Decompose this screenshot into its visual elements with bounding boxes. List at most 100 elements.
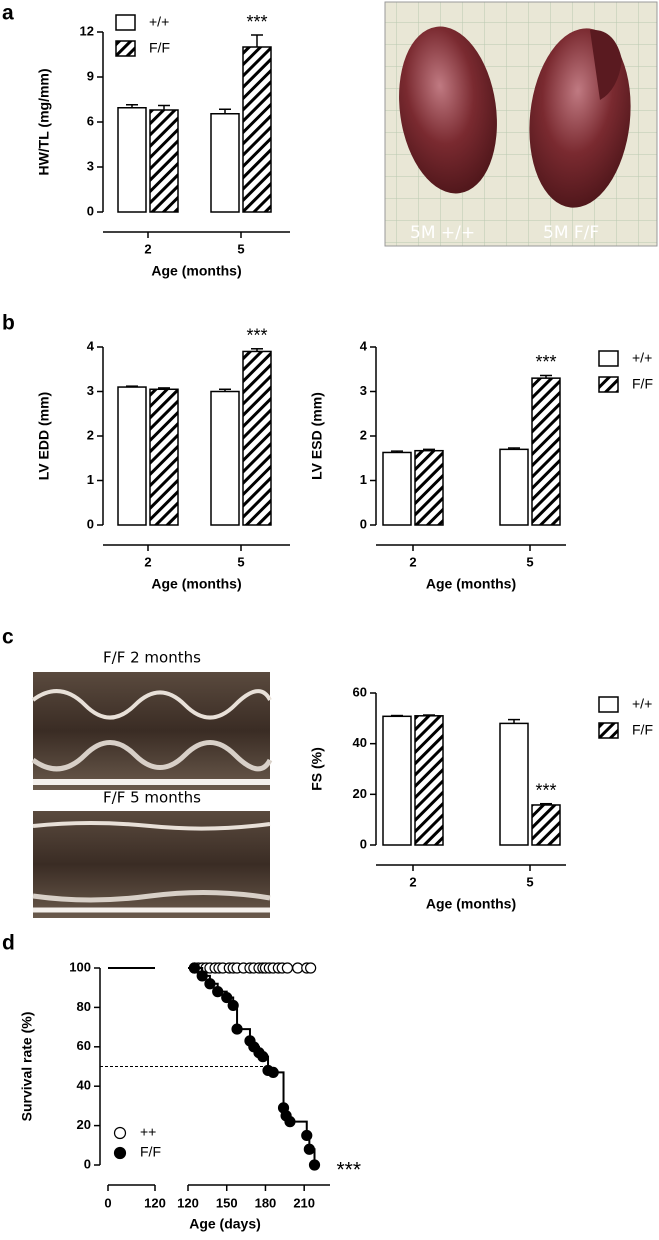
y-tick-label: 0 <box>87 203 94 218</box>
annotation: *** <box>535 352 556 372</box>
y-tick-label: 40 <box>353 735 367 750</box>
x-tick-label: 180 <box>255 1195 277 1210</box>
survival-point <box>281 962 293 974</box>
y-tick-label: 4 <box>87 338 95 353</box>
y-tick-label: 0 <box>87 516 94 531</box>
survival-point <box>227 999 239 1012</box>
y-tick-label: 3 <box>360 383 367 398</box>
x-tick-label: 120 <box>144 1195 166 1210</box>
x-tick-label: 150 <box>216 1195 238 1210</box>
x-tick-label: 5 <box>237 241 244 256</box>
y-tick-label: 20 <box>77 1117 91 1132</box>
panel-label: c <box>2 626 14 649</box>
legend-label: F/F <box>140 1144 161 1160</box>
echo-image <box>31 672 273 790</box>
bar <box>242 46 272 213</box>
x-tick-label: 120 <box>177 1195 199 1210</box>
panel-label: b <box>2 312 15 335</box>
survival-point <box>284 1116 296 1128</box>
y-axis-label: LV EDD (mm) <box>36 392 52 480</box>
legend-marker <box>113 1146 127 1160</box>
x-axis-label: Age (months) <box>151 263 241 279</box>
x-tick-label: 2 <box>144 554 151 569</box>
bar <box>499 448 529 526</box>
panel-label: d <box>2 932 15 955</box>
y-tick-label: 2 <box>360 427 367 442</box>
y-tick-label: 100 <box>69 959 91 974</box>
legend-swatch <box>598 376 619 393</box>
bar <box>210 113 240 213</box>
bar <box>117 107 147 213</box>
image-title: F/F 2 months <box>103 649 201 667</box>
bar <box>531 804 561 846</box>
x-tick-label: 2 <box>144 241 151 256</box>
y-tick-label: 40 <box>77 1078 91 1093</box>
x-axis-label: Age (days) <box>189 1216 261 1232</box>
survival-point <box>257 1051 269 1063</box>
y-tick-label: 1 <box>87 472 94 487</box>
y-axis-label: Survival rate (%) <box>19 1012 35 1122</box>
x-tick-label: 5 <box>237 554 244 569</box>
y-tick-label: 3 <box>87 383 94 398</box>
bar <box>382 451 412 526</box>
y-tick-label: 60 <box>353 684 367 699</box>
x-tick-label: 2 <box>409 554 416 569</box>
heart-photo: 5M +/+ 5M F/F <box>384 1 658 247</box>
panel-label: a <box>2 2 14 25</box>
y-tick-label: 9 <box>87 68 94 83</box>
image-label: 5M +/+ <box>410 223 475 243</box>
legend-label: F/F <box>632 722 653 738</box>
survival-point <box>196 970 208 982</box>
annotation: *** <box>337 1159 362 1182</box>
survival-point <box>188 962 201 974</box>
survival-point <box>267 1066 279 1079</box>
x-axis-label: Age (months) <box>426 576 516 592</box>
bar <box>382 715 412 846</box>
legend-label: +/+ <box>632 350 652 366</box>
legend-label: F/F <box>149 40 170 56</box>
y-tick-label: 2 <box>87 427 94 442</box>
legend-label: ++ <box>140 1124 156 1140</box>
image-title: F/F 5 months <box>103 789 201 807</box>
survival-point <box>231 1023 243 1035</box>
y-tick-label: 12 <box>80 23 94 38</box>
y-tick-label: 6 <box>87 113 94 128</box>
image-label: 5M F/F <box>543 223 599 243</box>
y-tick-label: 0 <box>360 836 367 851</box>
bar <box>499 722 529 846</box>
legend-swatch <box>115 14 136 31</box>
x-axis-label: Age (months) <box>151 576 241 592</box>
survival-point <box>301 1129 313 1142</box>
survival-point <box>212 986 224 998</box>
x-tick-label: 210 <box>293 1195 315 1210</box>
legend-label: +/+ <box>632 696 652 712</box>
bar <box>149 388 179 526</box>
legend-marker <box>113 1126 127 1140</box>
bar <box>414 715 444 846</box>
bar <box>117 386 147 526</box>
legend-swatch <box>598 350 619 367</box>
y-tick-label: 4 <box>360 338 368 353</box>
legend-label: F/F <box>632 376 653 392</box>
legend-swatch <box>598 722 619 739</box>
survival-point <box>204 978 216 990</box>
survival-point <box>303 1143 315 1155</box>
bar <box>149 109 179 213</box>
legend-swatch <box>598 696 619 713</box>
survival-point <box>305 962 317 974</box>
y-tick-label: 60 <box>77 1038 91 1053</box>
x-tick-label: 5 <box>526 554 533 569</box>
annotation: *** <box>246 326 267 346</box>
legend-swatch <box>115 40 136 57</box>
y-tick-label: 3 <box>87 158 94 173</box>
bar <box>531 377 561 526</box>
y-tick-label: 0 <box>360 516 367 531</box>
legend-label: +/+ <box>149 14 169 30</box>
survival-point <box>221 991 233 1004</box>
y-axis-label: HW/TL (mg/mm) <box>36 68 52 175</box>
bar <box>242 350 272 526</box>
echo-image <box>32 811 271 918</box>
survival-point <box>308 1159 321 1171</box>
y-axis-label: LV ESD (mm) <box>309 392 325 480</box>
